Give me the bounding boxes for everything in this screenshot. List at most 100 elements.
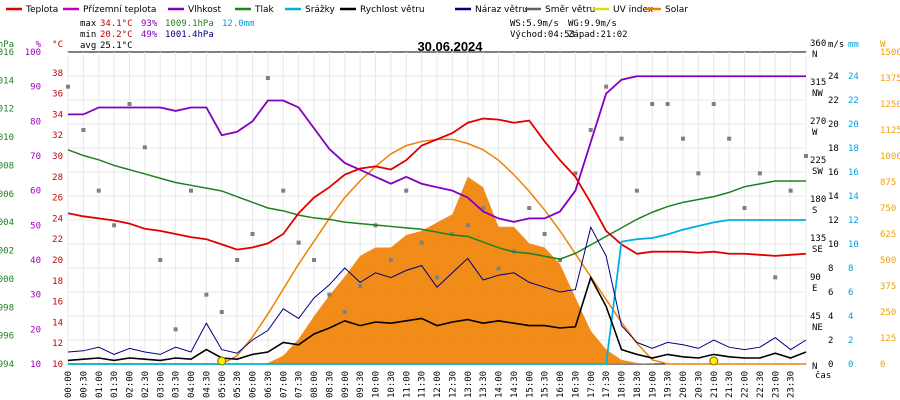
y-tick-pressure: 1014 (0, 76, 14, 86)
y-tick-solar: 1500 (880, 48, 900, 58)
wind-direction-point (742, 206, 747, 210)
x-tick: 00:00 (64, 371, 74, 398)
x-tick: 04:00 (187, 371, 197, 398)
y-tick-rain: 18 (848, 144, 859, 154)
y-tick-direction: N (812, 50, 817, 60)
y-tick-solar: 375 (880, 282, 896, 292)
wind-direction-point (788, 188, 793, 193)
y-tick-rain: 0 (848, 360, 853, 370)
wind-direction-layer (66, 76, 808, 332)
x-tick: 23:00 (771, 371, 781, 398)
series-line-rychlost-v-tru (67, 275, 807, 362)
y-tick-wind: 6 (828, 288, 833, 298)
x-tick: 00:30 (79, 371, 89, 398)
wind-direction-point (281, 188, 286, 193)
y-tick-temperature: 22 (52, 235, 63, 245)
legend: Teplota Přízemní teplota Vlhkost Tlak Srážky… (6, 5, 688, 15)
x-tick: 18:30 (633, 371, 643, 398)
y-tick-humidity: 40 (30, 256, 41, 266)
stats-block: max 34.1°C 93% 1009.1hPa 12.0mm min 20.2… (80, 19, 628, 51)
lines-layer (67, 75, 807, 366)
wind-direction-point (142, 145, 147, 150)
y-tick-direction-number: 135 (810, 234, 826, 244)
x-tick: 20:30 (694, 371, 704, 398)
wind-direction-point (696, 171, 701, 176)
y-tick-wind: 10 (828, 240, 839, 250)
y-tick-rain: 14 (848, 192, 859, 202)
x-tick: 13:00 (464, 371, 474, 398)
y-tick-temperature: 28 (52, 173, 63, 183)
y-tick-pressure: 1000 (0, 275, 14, 285)
y-tick-humidity: 100 (25, 48, 41, 58)
y-tick-temperature: 14 (52, 318, 63, 328)
wind-direction-point (604, 84, 609, 89)
x-tick: 13:30 (479, 371, 489, 398)
y-tick-temperature: 38 (52, 69, 63, 79)
wind-direction-point (711, 102, 716, 106)
x-tick: 01:30 (110, 371, 120, 398)
x-tick: 03:00 (156, 371, 166, 398)
y-tick-solar: 1375 (880, 74, 900, 84)
y-tick-wind: 12 (828, 216, 839, 226)
wind-direction-point (588, 128, 593, 132)
x-tick: 18:00 (618, 371, 628, 398)
y-tick-pressure: 1006 (0, 190, 14, 200)
y-tick-humidity: 60 (30, 187, 41, 197)
stat-max-temp: 34.1°C (100, 19, 133, 29)
y-tick-wind: 8 (828, 264, 833, 274)
x-tick: 05:30 (233, 371, 243, 398)
x-tick: 10:30 (387, 371, 397, 398)
wind-direction-point (204, 292, 209, 297)
axis-unit-solar: W (880, 40, 886, 50)
x-tick: 21:00 (710, 371, 720, 398)
stat-avg-temp: 25.1°C (100, 41, 133, 51)
stat-min-temp: 20.2°C (100, 30, 133, 40)
y-tick-pressure: 1008 (0, 161, 14, 171)
y-tick-humidity: 90 (30, 83, 41, 93)
y-tick-humidity: 70 (30, 152, 41, 162)
stat-min-hum: 49% (141, 30, 158, 40)
y-tick-direction: N (812, 362, 817, 372)
x-tick: 10:00 (372, 371, 382, 398)
wind-direction-point (650, 102, 655, 106)
y-tick-direction: E (812, 284, 817, 294)
x-tick: 04:30 (202, 371, 212, 398)
y-tick-temperature: 36 (52, 90, 63, 100)
legend-label: Směr větru (545, 5, 595, 15)
y-tick-wind: 22 (828, 96, 839, 106)
wind-direction-point (573, 171, 578, 176)
x-tick: 03:30 (172, 371, 182, 398)
series-line-tlak (67, 149, 806, 260)
y-tick-pressure: 1002 (0, 247, 14, 257)
wind-direction-point (250, 232, 255, 236)
x-axis: 00:00 00:30 01:00 01:30 02:00 02:30 03:00 03:30… (64, 371, 797, 398)
x-tick: 09:30 (356, 371, 366, 398)
y-tick-wind: 20 (828, 120, 839, 130)
y-tick-direction-number: 315 (810, 78, 826, 88)
axis-unit-wind: m/s (828, 40, 844, 50)
y-tick-pressure: 1004 (0, 218, 14, 228)
left-axes: hPa9949969981000100210041006100810101012… (0, 40, 63, 370)
stat-min-label: min (80, 30, 96, 40)
y-tick-solar: 875 (880, 178, 896, 188)
x-tick: 09:00 (341, 371, 351, 398)
y-tick-direction-number: 90 (810, 273, 821, 283)
series-line-vlhkost (68, 75, 806, 223)
y-tick-rain: 8 (848, 264, 853, 274)
y-tick-direction: NE (812, 323, 823, 333)
x-tick: 23:30 (787, 371, 797, 398)
y-tick-wind: 14 (828, 192, 839, 202)
y-tick-humidity: 50 (30, 221, 41, 231)
wind-direction-point (235, 258, 240, 262)
chart-title: 30.06.2024 (417, 39, 483, 54)
y-tick-rain: 6 (848, 288, 853, 298)
x-tick: 14:30 (510, 371, 520, 398)
x-axis-label: čas (815, 370, 831, 381)
wind-direction-point (527, 206, 532, 210)
wind-direction-point (127, 102, 132, 106)
x-tick: 08:30 (325, 371, 335, 398)
legend-label: UV index (613, 5, 654, 15)
y-tick-humidity: 30 (30, 291, 41, 301)
stat-max-press: 1009.1hPa (165, 19, 214, 29)
wind-direction-point (312, 258, 316, 262)
